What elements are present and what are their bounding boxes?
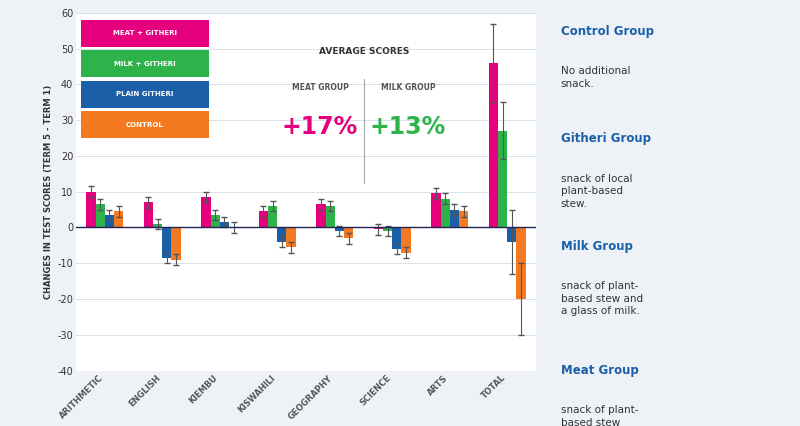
FancyBboxPatch shape [81,81,210,108]
Text: MEAT + GITHERI: MEAT + GITHERI [113,30,177,36]
Text: snack of plant-
based stew
including meat.: snack of plant- based stew including mea… [561,405,642,426]
Bar [95,204,105,227]
Bar [441,199,450,227]
Bar [316,204,326,227]
Text: MILK + GITHERI: MILK + GITHERI [114,61,176,67]
Bar [286,227,296,247]
Bar [326,206,334,227]
Bar [498,131,507,227]
Text: Meat Group: Meat Group [561,364,638,377]
Bar [431,193,441,227]
Text: +13%: +13% [370,115,446,139]
Bar [489,63,498,227]
Text: AVERAGE SCORES: AVERAGE SCORES [319,47,409,56]
Bar [268,206,278,227]
Text: MEAT GROUP: MEAT GROUP [291,83,349,92]
Bar [114,211,123,227]
Bar [86,192,95,227]
Bar [202,197,210,227]
Bar [144,202,153,227]
Bar [278,227,286,242]
Text: PLAIN GITHERI: PLAIN GITHERI [116,91,174,97]
Bar [334,227,344,231]
Text: snack of plant-
based stew and
a glass of milk.: snack of plant- based stew and a glass o… [561,281,643,316]
FancyBboxPatch shape [81,20,210,47]
Bar [517,227,526,299]
Y-axis label: CHANGES IN TEST SCORES (TERM 5 - TERM 1): CHANGES IN TEST SCORES (TERM 5 - TERM 1) [44,85,53,299]
Bar [220,222,229,227]
Bar [162,227,171,258]
Bar [450,210,459,227]
FancyBboxPatch shape [81,111,210,138]
Bar [210,215,220,227]
Text: CONTROL: CONTROL [126,121,164,128]
FancyBboxPatch shape [81,50,210,77]
Bar [374,227,383,229]
Text: Control Group: Control Group [561,25,654,38]
Bar [507,227,517,242]
Text: Githeri Group: Githeri Group [561,132,651,146]
Bar [171,227,181,260]
Bar [105,215,114,227]
Bar [383,227,392,231]
Bar [259,211,268,227]
Text: MILK GROUP: MILK GROUP [381,83,435,92]
Text: snack of local
plant-based
stew.: snack of local plant-based stew. [561,174,632,209]
Text: Milk Group: Milk Group [561,240,633,253]
Bar [402,227,410,253]
Bar [344,227,353,238]
Bar [153,224,162,227]
Text: +17%: +17% [282,115,358,139]
Bar [459,211,468,227]
Bar [392,227,402,249]
Text: No additional
snack.: No additional snack. [561,66,630,89]
